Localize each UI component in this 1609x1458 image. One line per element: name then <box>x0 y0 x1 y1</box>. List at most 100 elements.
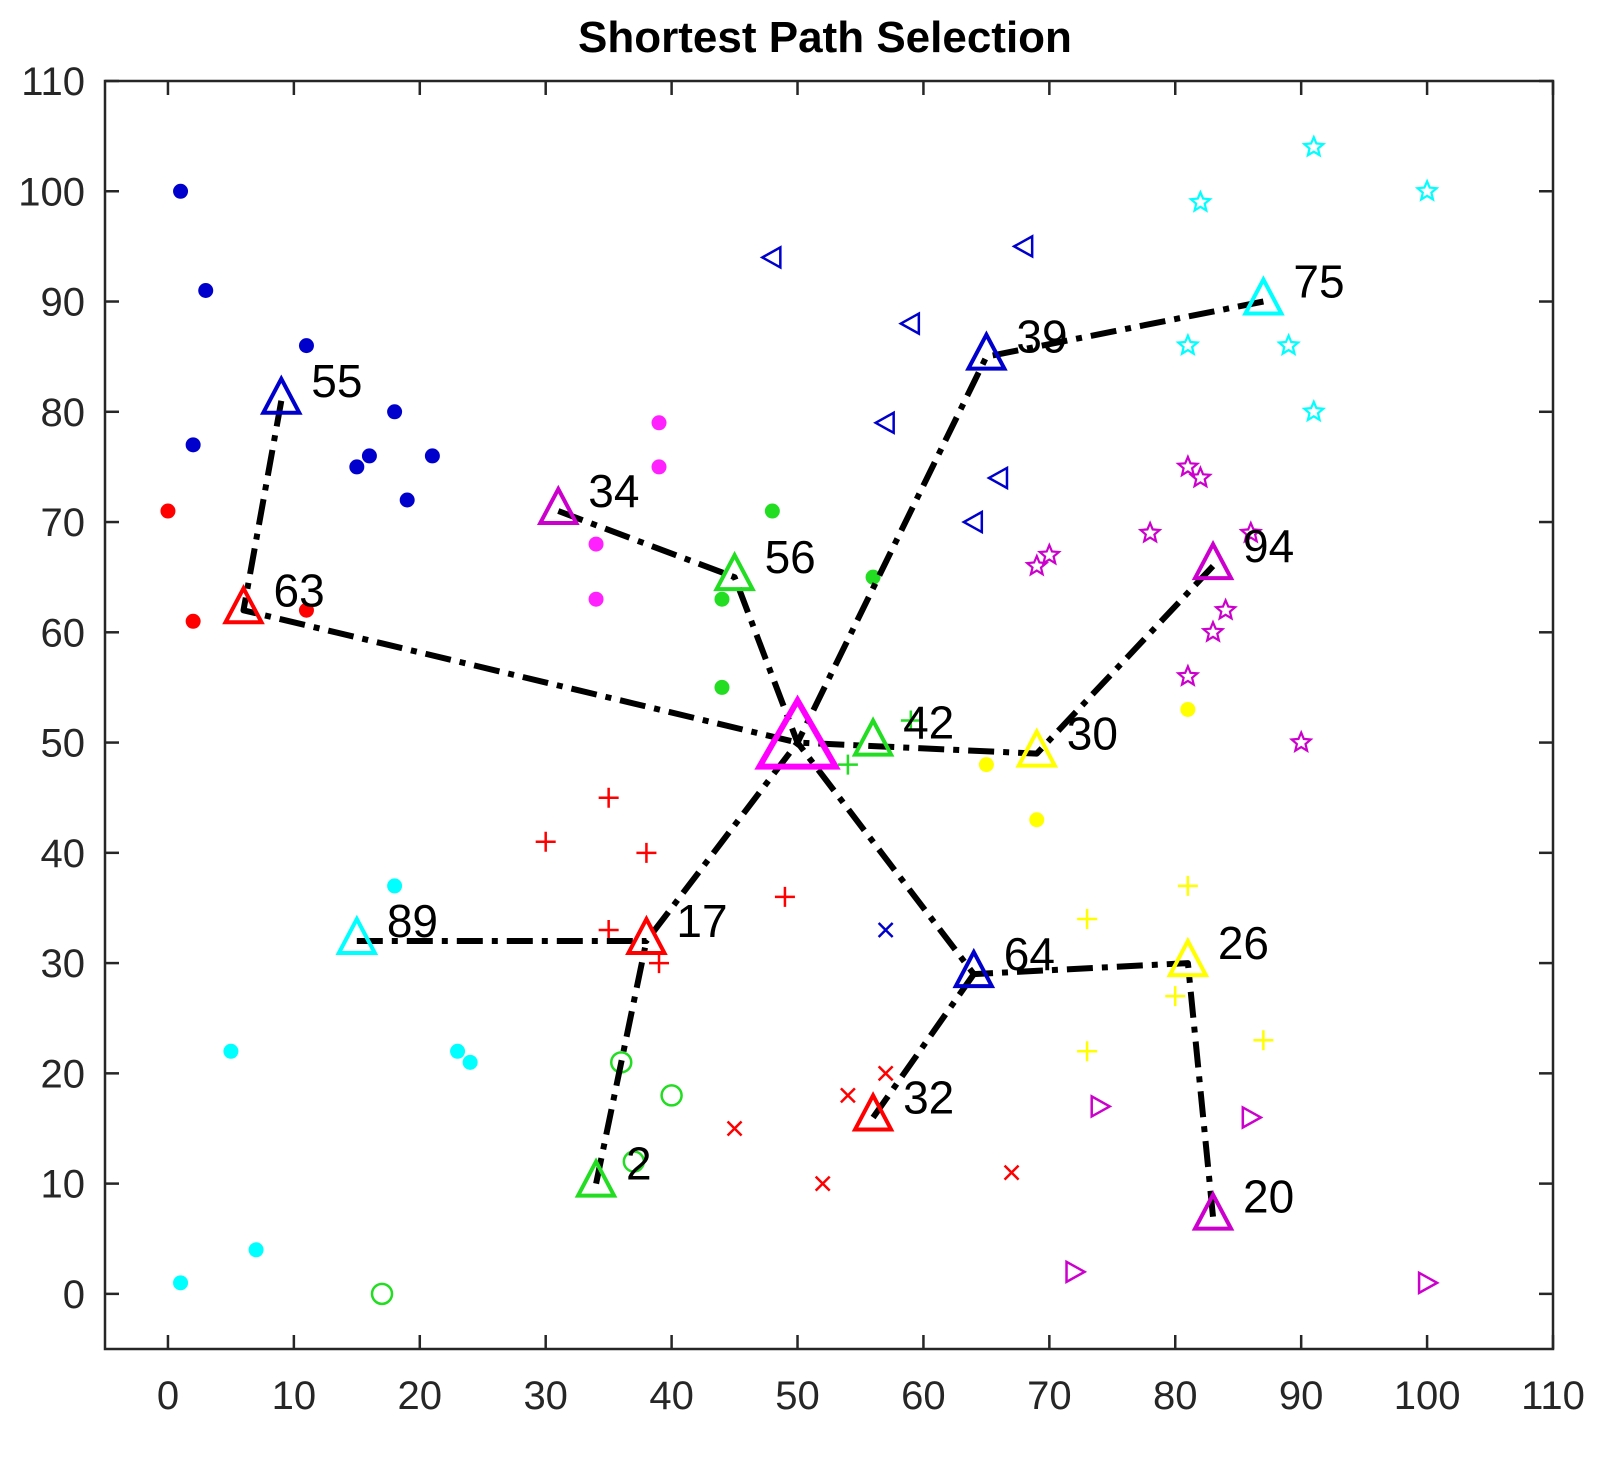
cluster-head-label: 32 <box>903 1071 954 1123</box>
y-tick-label: 80 <box>41 391 86 435</box>
data-point-star <box>1175 332 1201 357</box>
data-point-plus <box>774 886 795 907</box>
data-point-dot <box>298 338 314 354</box>
data-point-triangle-left <box>873 410 895 435</box>
data-point-dot <box>387 404 403 420</box>
data-point-dot <box>349 459 365 475</box>
cluster-heads: 55 63 34 56 39 75 94 42 30 89 17 64 26 32 2 20 <box>222 256 1345 1231</box>
y-tick-label: 10 <box>41 1163 86 1207</box>
data-point-dot <box>223 1043 239 1059</box>
data-point-dot <box>248 1242 264 1258</box>
data-point-dot <box>1180 701 1196 717</box>
data-point-dot <box>399 492 415 508</box>
data-point-dot <box>450 1043 466 1059</box>
cluster-head-label: 34 <box>588 465 639 517</box>
data-point-x <box>726 1120 743 1137</box>
data-point-star <box>1301 398 1327 423</box>
x-tick-label: 100 <box>1394 1374 1461 1418</box>
cluster-head-triangle <box>851 1091 895 1132</box>
data-point-plus <box>636 842 657 863</box>
data-point-star <box>1175 454 1201 478</box>
data-point-star <box>1276 332 1301 357</box>
data-point-star <box>1188 465 1213 489</box>
cluster-head-triangle <box>625 914 668 956</box>
data-point-dot <box>424 448 440 464</box>
data-point-dot <box>387 878 403 894</box>
x-tick-label: 80 <box>1153 1374 1198 1418</box>
data-point-dot <box>361 448 377 464</box>
y-tick-label: 60 <box>41 611 86 655</box>
cluster-head-label: 30 <box>1067 708 1118 760</box>
cluster-head-label: 17 <box>676 895 727 947</box>
x-tick-label: 50 <box>775 1374 820 1418</box>
y-tick-label: 20 <box>41 1052 86 1096</box>
path-line <box>557 508 801 744</box>
data-point-dot <box>185 437 201 453</box>
x-tick-label: 110 <box>1521 1374 1585 1418</box>
data-point-triangle-left <box>1011 234 1034 259</box>
data-point-triangle-left <box>898 311 921 336</box>
data-point-plus <box>1077 908 1098 929</box>
data-point-dot <box>1029 812 1045 828</box>
data-point-triangle-left <box>961 509 984 535</box>
data-point-plus <box>598 920 619 941</box>
chart-title: Shortest Path Selection <box>578 13 1072 62</box>
data-point-plus <box>837 754 858 775</box>
x-tick-label: 10 <box>272 1374 317 1418</box>
cluster-head-triangle <box>851 716 895 757</box>
y-axis-ticks: 0 10 20 30 40 50 60 70 80 90 100 110 <box>18 60 1553 1317</box>
data-point-triangle-right <box>1417 1270 1440 1295</box>
cluster-head-triangle <box>222 583 265 625</box>
data-point-plus <box>1077 1041 1098 1062</box>
cluster-head-triangle <box>335 914 379 956</box>
data-point-dot <box>198 282 214 298</box>
data-point-dot <box>588 591 604 607</box>
cluster-head-triangle <box>965 330 1008 371</box>
data-point-star <box>1037 542 1062 566</box>
data-point-star <box>1137 520 1163 544</box>
data-point-x <box>877 1065 894 1082</box>
y-tick-label: 0 <box>63 1273 85 1317</box>
x-tick-label: 20 <box>398 1374 443 1418</box>
path-line <box>240 400 799 746</box>
x-tick-label: 60 <box>901 1374 946 1418</box>
cluster-head-triangle <box>1015 727 1059 768</box>
x-tick-label: 30 <box>523 1374 568 1418</box>
y-tick-label: 30 <box>41 942 86 986</box>
cluster-head-triangle <box>1242 275 1285 316</box>
axes-box <box>103 79 1555 1351</box>
cluster-head-label: 64 <box>1004 928 1055 980</box>
data-point-star <box>1175 663 1201 687</box>
cluster-head-label: 42 <box>903 697 954 749</box>
y-tick-label: 40 <box>41 832 86 876</box>
data-point-plus <box>1177 875 1198 896</box>
data-point-circle <box>622 1150 646 1173</box>
y-tick-label: 50 <box>41 722 86 766</box>
data-point-triangle-right <box>1065 1259 1088 1284</box>
data-point-dot <box>185 613 201 629</box>
data-point-dot <box>160 503 176 519</box>
x-tick-label: 40 <box>649 1374 694 1418</box>
data-point-star <box>1301 134 1327 158</box>
data-point-circle <box>370 1282 394 1306</box>
data-point-plus <box>598 787 619 808</box>
data-point-triangle-right <box>1090 1094 1113 1119</box>
path-line <box>593 940 650 1185</box>
shortest-paths <box>240 298 1264 1217</box>
data-point-dot <box>714 679 730 695</box>
cluster-head-label: 55 <box>311 355 362 407</box>
x-tick-label: 70 <box>1027 1374 1072 1418</box>
data-point-star <box>1200 619 1226 643</box>
data-point-plus <box>535 831 556 852</box>
data-point-star <box>1188 189 1213 213</box>
cluster-head-triangle <box>1166 936 1210 978</box>
data-point-triangle-left <box>986 465 1009 491</box>
data-point-dot <box>651 459 667 475</box>
data-point-dot <box>865 569 881 585</box>
cluster-points <box>160 134 1440 1306</box>
cluster-head-label: 94 <box>1243 520 1294 572</box>
data-point-x <box>1003 1164 1020 1181</box>
data-point-plus <box>649 953 670 974</box>
path-line <box>794 298 1264 744</box>
data-point-star <box>1238 520 1263 544</box>
